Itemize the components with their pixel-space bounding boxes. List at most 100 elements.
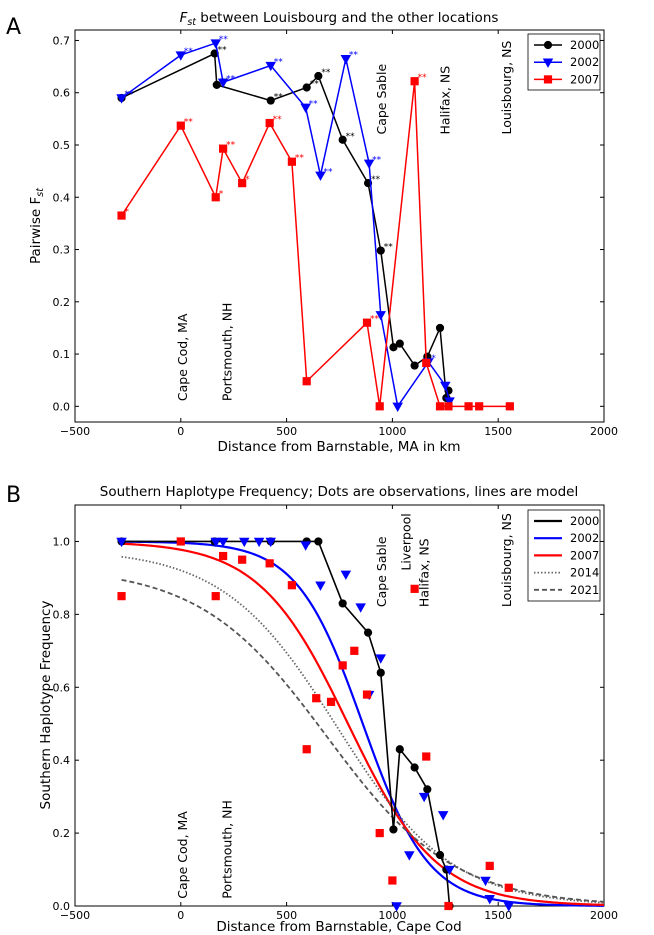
data-point <box>287 157 296 166</box>
x-tick-label: 1000 <box>378 425 406 438</box>
significance-star: ** <box>323 167 333 177</box>
x-tick-label: 2000 <box>590 909 618 922</box>
data-point <box>395 339 404 348</box>
significance-star: ** <box>273 115 283 125</box>
place-annotation: Louisbourg, NS <box>499 513 514 607</box>
observation-point <box>210 537 221 548</box>
plot-frame <box>74 504 605 907</box>
chart-title: Fst between Louisbourg and the other loc… <box>180 10 499 28</box>
y-tick-label: 0.6 <box>53 87 71 100</box>
data-point <box>464 402 473 411</box>
significance-star: ** <box>226 141 236 151</box>
place-annotation: Halifax, NS <box>416 538 431 607</box>
data-point <box>410 361 419 370</box>
y-tick-label: 1.0 <box>53 535 71 548</box>
observation-point <box>287 581 296 590</box>
observation-point <box>485 861 494 870</box>
observation-point <box>302 745 311 754</box>
legend-label: 2002 <box>570 55 599 69</box>
y-tick-label: 0.4 <box>53 191 71 204</box>
data-point <box>116 94 127 104</box>
x-tick-label: 0 <box>177 425 184 438</box>
data-point <box>444 402 453 411</box>
observation-point <box>326 697 336 706</box>
place-annotation: Cape Sable <box>374 64 389 135</box>
series-2000: ** ** ** ** ** ** ** ** ** <box>117 46 453 403</box>
observation-point <box>312 694 321 703</box>
observations-2007 <box>117 537 513 911</box>
x-tick-label: −500 <box>60 909 90 922</box>
observation-point <box>340 570 352 580</box>
observation-point <box>404 851 415 861</box>
series-2002: ******************* <box>116 35 455 412</box>
observation-line <box>121 540 451 907</box>
observation-point <box>338 599 347 608</box>
significance-star: ** <box>125 90 135 100</box>
y-tick-label: 0.0 <box>53 400 71 413</box>
x-tick-label: 2000 <box>590 425 618 438</box>
place-annotation: Portsmouth, NH <box>220 303 235 402</box>
observation-point <box>217 537 229 548</box>
observation-point <box>391 902 402 912</box>
place-annotation: Cape Cod, MA <box>175 313 190 401</box>
observation-point <box>375 654 387 664</box>
data-point <box>338 135 347 144</box>
x-tick-label: 1500 <box>484 425 512 438</box>
significance-star: ** <box>370 315 380 325</box>
place-annotation: Portsmouth, NH <box>220 800 235 899</box>
y-tick-label: 0.4 <box>53 754 71 767</box>
title-subscript: st <box>187 17 197 28</box>
x-tick-label: 500 <box>276 425 297 438</box>
y-tick-label: 0.2 <box>53 827 71 840</box>
y-tick-label: 0.1 <box>53 348 71 361</box>
significance-star: ** <box>218 46 228 56</box>
model-curve-2021 <box>121 578 605 903</box>
x-tick-label: −500 <box>60 425 90 438</box>
observation-point <box>239 537 250 548</box>
data-point <box>212 80 221 89</box>
observation-point <box>253 537 265 548</box>
observation-point <box>176 537 185 546</box>
model-curve-2014 <box>121 555 605 904</box>
observation-point <box>389 825 398 834</box>
legend-label: 2000 <box>570 514 599 528</box>
significance-star: ** <box>184 47 194 57</box>
legend-label: 2007 <box>570 548 599 562</box>
y-tick-label: 0.6 <box>53 681 71 694</box>
y-axis-label-main: Pairwise F <box>28 197 44 264</box>
data-point <box>314 71 323 81</box>
series-line <box>121 52 450 399</box>
observation-point <box>503 902 515 912</box>
data-point <box>444 397 455 407</box>
y-tick-label: 0.7 <box>53 34 71 47</box>
observation-point <box>238 555 247 564</box>
x-tick-label: 1500 <box>484 909 512 922</box>
data-point <box>362 318 372 327</box>
data-point <box>422 358 431 368</box>
data-point <box>375 311 387 321</box>
significance-star: ** <box>309 99 319 109</box>
significance-star: ** <box>371 175 381 185</box>
observation-point <box>211 592 220 601</box>
data-point <box>219 144 228 153</box>
data-point <box>265 118 274 128</box>
observation-point <box>410 763 419 772</box>
data-point <box>376 246 385 255</box>
legend-label: 2002 <box>570 531 599 545</box>
observation-point <box>314 537 323 546</box>
observation-point <box>418 792 430 803</box>
observation-point <box>116 537 127 548</box>
data-point <box>211 193 220 202</box>
observation-point <box>219 551 228 561</box>
place-annotation: Halifax, NS <box>438 66 453 135</box>
observation-point <box>444 901 453 911</box>
model-curve-2002 <box>121 540 605 907</box>
data-point <box>266 96 275 105</box>
significance-star: ** <box>219 35 229 45</box>
observation-point <box>376 668 385 677</box>
place-annotation: Cape Cod, MA <box>175 811 190 899</box>
data-point <box>475 402 484 411</box>
observation-point <box>480 876 491 887</box>
legend-label: 2000 <box>570 38 599 52</box>
